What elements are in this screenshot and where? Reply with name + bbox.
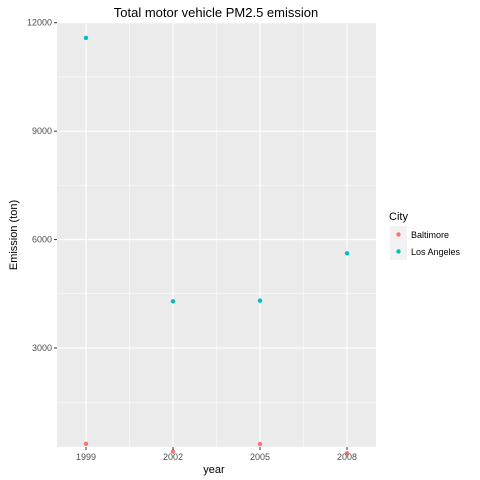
legend: City Baltimore Los Angeles — [389, 211, 461, 260]
legend-marker-los-angeles — [396, 249, 401, 254]
data-point-baltimore — [170, 449, 176, 454]
x-tick-label: 1999 — [76, 452, 96, 462]
data-point-los-angeles — [257, 298, 263, 303]
y-tick-label: 9000 — [32, 126, 52, 136]
data-point-los-angeles — [83, 35, 89, 41]
legend-label-los-angeles: Los Angeles — [411, 247, 461, 257]
data-point-los-angeles — [344, 251, 350, 256]
x-tick-label: 2005 — [250, 452, 270, 462]
data-point-los-angeles — [170, 299, 176, 304]
data-point-baltimore — [344, 451, 350, 456]
x-axis-ticks: 1999 2002 2005 2008 — [76, 447, 357, 462]
legend-marker-baltimore — [396, 232, 401, 237]
y-tick-label: 6000 — [32, 235, 52, 245]
legend-title: City — [389, 211, 408, 223]
grid-major — [57, 22, 376, 447]
data-points — [83, 35, 350, 456]
data-point-baltimore — [257, 441, 263, 447]
x-axis-title: year — [203, 464, 225, 476]
data-point-baltimore — [83, 441, 89, 447]
chart-title: Total motor vehicle PM2.5 emission — [114, 5, 318, 20]
y-tick-label: 12000 — [27, 18, 52, 28]
x-tick-label: 2002 — [163, 452, 183, 462]
y-axis-ticks: 3000 6000 9000 12000 — [27, 18, 57, 353]
x-tick-label: 2008 — [337, 452, 357, 462]
grid-minor — [57, 22, 376, 447]
y-axis-title: Emission (ton) — [8, 200, 20, 270]
legend-label-baltimore: Baltimore — [411, 230, 449, 240]
legend-items: Baltimore Los Angeles — [390, 226, 461, 260]
y-tick-label: 3000 — [32, 343, 52, 353]
